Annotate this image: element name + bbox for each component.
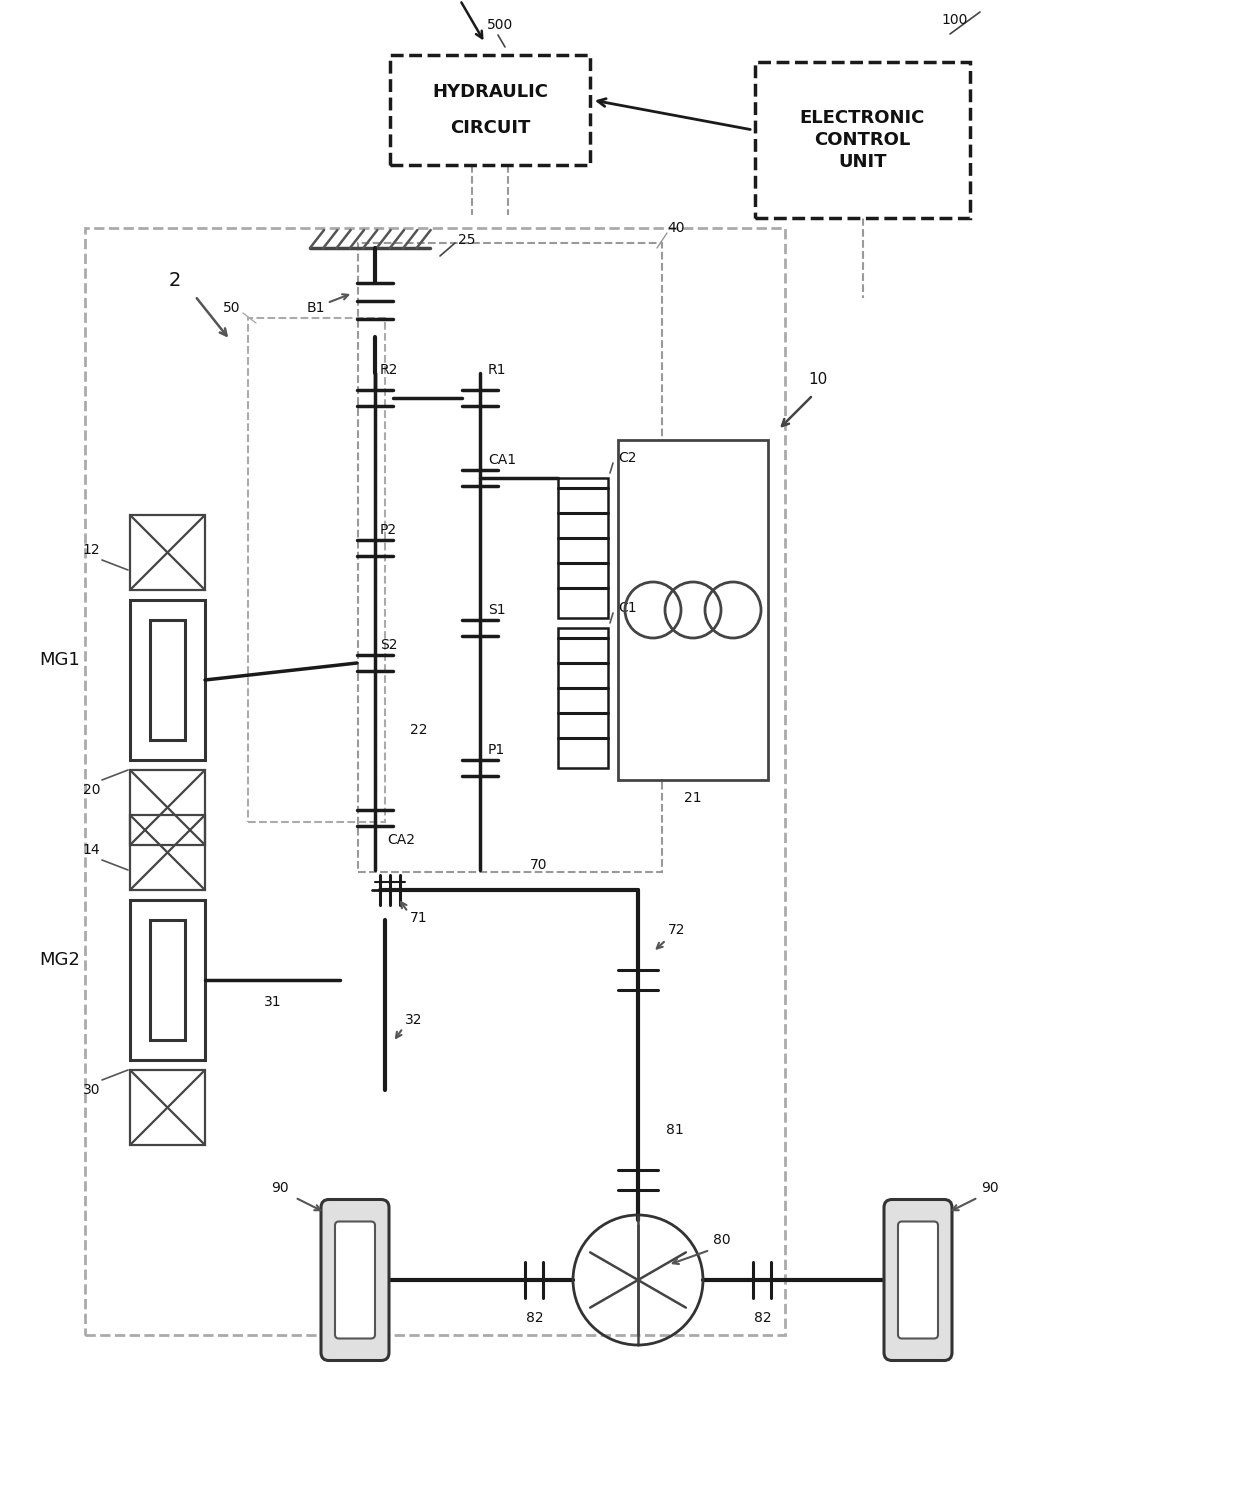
Text: 31: 31 xyxy=(264,995,281,1009)
Text: MG2: MG2 xyxy=(40,951,81,969)
Text: C1: C1 xyxy=(618,601,636,615)
Text: S2: S2 xyxy=(379,638,398,652)
Text: 50: 50 xyxy=(222,301,241,315)
Text: CA2: CA2 xyxy=(387,833,415,847)
Text: 12: 12 xyxy=(82,543,100,557)
Text: 21: 21 xyxy=(684,792,702,805)
Bar xyxy=(130,515,205,591)
Text: 14: 14 xyxy=(82,844,100,857)
Text: MG1: MG1 xyxy=(40,652,81,670)
Bar xyxy=(150,620,185,740)
Text: 40: 40 xyxy=(667,222,684,235)
FancyBboxPatch shape xyxy=(898,1222,937,1339)
Text: 71: 71 xyxy=(410,911,428,926)
Bar xyxy=(86,228,785,1335)
Bar xyxy=(130,900,205,1059)
Bar xyxy=(558,628,608,768)
Text: ELECTRONIC: ELECTRONIC xyxy=(800,109,925,126)
Text: 100: 100 xyxy=(942,13,968,27)
Text: 81: 81 xyxy=(666,1123,683,1137)
Text: 82: 82 xyxy=(754,1311,771,1324)
Text: P1: P1 xyxy=(489,743,505,757)
Text: 90: 90 xyxy=(981,1180,998,1195)
Text: 30: 30 xyxy=(83,1083,100,1097)
Text: CONTROL: CONTROL xyxy=(815,131,910,149)
Text: C2: C2 xyxy=(618,451,636,464)
Text: 32: 32 xyxy=(405,1013,423,1027)
Text: 2: 2 xyxy=(169,271,181,290)
Text: 25: 25 xyxy=(458,234,475,247)
Text: 500: 500 xyxy=(487,18,513,33)
Bar xyxy=(391,55,590,165)
Bar xyxy=(150,920,185,1040)
Text: 80: 80 xyxy=(713,1234,730,1247)
Bar xyxy=(558,478,608,618)
Text: 72: 72 xyxy=(668,923,686,937)
Text: S1: S1 xyxy=(489,603,506,618)
Bar xyxy=(618,440,768,780)
Text: 20: 20 xyxy=(83,783,100,798)
Bar xyxy=(248,318,384,821)
Bar xyxy=(358,243,662,872)
FancyBboxPatch shape xyxy=(884,1199,952,1360)
Bar xyxy=(755,62,970,219)
Text: B1: B1 xyxy=(306,301,325,315)
Text: R2: R2 xyxy=(379,363,398,376)
Bar xyxy=(130,815,205,890)
Text: 82: 82 xyxy=(526,1311,544,1324)
Text: 10: 10 xyxy=(808,372,827,387)
FancyBboxPatch shape xyxy=(321,1199,389,1360)
Text: 22: 22 xyxy=(410,723,428,737)
Bar xyxy=(130,1070,205,1144)
Bar xyxy=(130,769,205,845)
Text: CA1: CA1 xyxy=(489,452,516,467)
Text: 70: 70 xyxy=(531,859,548,872)
FancyBboxPatch shape xyxy=(335,1222,374,1339)
Text: UNIT: UNIT xyxy=(838,153,887,171)
Text: HYDRAULIC: HYDRAULIC xyxy=(432,83,548,101)
Text: R1: R1 xyxy=(489,363,506,376)
Text: CIRCUIT: CIRCUIT xyxy=(450,119,531,137)
Text: P2: P2 xyxy=(379,522,397,537)
Bar xyxy=(130,600,205,760)
Text: 90: 90 xyxy=(272,1180,289,1195)
